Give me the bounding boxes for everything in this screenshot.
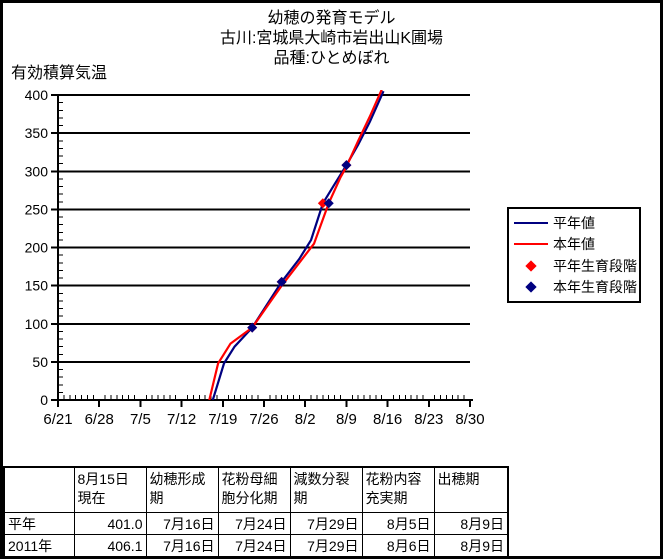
table-cell: 406.1 [73, 534, 147, 556]
table-header-cell: 出穂期 [433, 466, 509, 513]
table-header-cell: 花粉母細 胞分化期 [217, 466, 291, 513]
table-row: 平年 401.0 7月16日 7月24日 7月29日 8月5日 8月9日 [3, 512, 509, 535]
legend-diamond-icon [509, 281, 553, 293]
table-cell: 7月16日 [145, 512, 219, 535]
y-tick-label: 350 [25, 125, 49, 141]
table-row: 2011年 406.1 7月16日 7月24日 7月29日 8月6日 8月9日 [3, 534, 509, 556]
legend-label: 本年値 [553, 236, 595, 253]
y-tick-label: 50 [32, 354, 48, 370]
legend-item-3: 本年生育段階 [509, 277, 639, 297]
x-tick-label: 7/19 [208, 411, 237, 428]
legend-label: 本年生育段階 [553, 279, 637, 296]
y-tick-label: 400 [25, 87, 49, 103]
chart-subtitle-location: 古川:宮城県大崎市岩出山K圃場 [219, 30, 444, 47]
legend: 平年値本年値平年生育段階 本年生育段階 [507, 207, 641, 303]
y-tick-label: 0 [40, 392, 48, 408]
table-header-cell: 減数分裂 期 [289, 466, 363, 513]
stage-marker-本年生育段階 [247, 322, 258, 333]
stage-marker-本年生育段階 [276, 276, 287, 287]
y-tick-label: 300 [25, 163, 49, 179]
x-tick-label: 8/30 [455, 411, 484, 428]
x-tick-label: 7/12 [167, 411, 196, 428]
x-tick-label: 6/28 [85, 411, 114, 428]
row-label: 平年 [3, 512, 75, 535]
table-cell: 7月16日 [145, 534, 219, 556]
table-cell: 8月5日 [361, 512, 435, 535]
stage-marker-平年生育段階 [317, 198, 328, 209]
table-header-cell: 幼穂形成 期 [145, 466, 219, 513]
legend-diamond-icon [509, 260, 553, 272]
table-corner-cell [3, 466, 75, 513]
x-tick-label: 8/2 [295, 411, 316, 428]
y-axis-label: 有効積算気温 [11, 65, 108, 82]
legend-line-swatch [509, 221, 553, 224]
table-cell: 8月9日 [433, 512, 509, 535]
table-header-cell: 花粉内容 充実期 [361, 466, 435, 513]
x-tick-label: 8/9 [336, 411, 357, 428]
series-line-平年値 [211, 90, 385, 400]
x-tick-label: 8/23 [414, 411, 443, 428]
legend-item-0: 平年値 [509, 213, 639, 233]
legend-item-2: 平年生育段階 [509, 256, 639, 276]
table-header-row: 8月15日 現在 幼穂形成 期花粉母細 胞分化期 減数分裂 期花粉内容 充実期 出穂期 [3, 466, 509, 513]
stage-marker-本年生育段階 [341, 160, 352, 171]
legend-line-swatch [509, 243, 553, 246]
x-tick-label: 6/21 [43, 411, 72, 428]
legend-label: 平年値 [553, 214, 595, 231]
table-cell: 8月9日 [433, 534, 509, 556]
table-cell: 401.0 [73, 512, 147, 535]
line-swatch [514, 221, 548, 224]
line-swatch [514, 243, 548, 246]
x-tick-label: 7/5 [130, 411, 151, 428]
diamond-swatch [525, 281, 537, 293]
table-cell: 7月24日 [217, 534, 291, 556]
chart-plot: 0 50 100 150 200 250 300 350 400 6/21 6/28 7/5 7/12 7… [25, 87, 485, 428]
y-tick-label: 150 [25, 278, 49, 294]
y-tick-label: 250 [25, 201, 49, 217]
x-tick-label: 7/26 [249, 411, 278, 428]
stage-marker-本年生育段階 [323, 198, 334, 209]
legend-item-1: 本年値 [509, 234, 639, 254]
table-cell: 7月24日 [217, 512, 291, 535]
table-cell: 7月29日 [289, 534, 363, 556]
y-tick-label: 100 [25, 316, 49, 332]
chart-title: 幼穂の発育モデル [267, 10, 396, 27]
diamond-swatch [525, 260, 537, 272]
table-header-cell: 8月15日 現在 [73, 466, 147, 513]
table-cell: 8月6日 [361, 534, 435, 556]
legend-label: 平年生育段階 [553, 257, 637, 274]
table-cell: 7月29日 [289, 512, 363, 535]
series-line-本年値 [208, 90, 383, 400]
chart-subtitle-variety: 品種:ひとめぼれ [273, 50, 390, 67]
chart-title-block: 幼穂の発育モデル 古川:宮城県大崎市岩出山K圃場 品種:ひとめぼれ [3, 9, 660, 69]
y-tick-label: 200 [25, 240, 49, 256]
x-tick-label: 8/16 [373, 411, 402, 428]
row-label: 2011年 [3, 534, 75, 556]
stage-table: 8月15日 現在 幼穂形成 期花粉母細 胞分化期 減数分裂 期花粉内容 充実期 出穂期… [3, 466, 509, 556]
